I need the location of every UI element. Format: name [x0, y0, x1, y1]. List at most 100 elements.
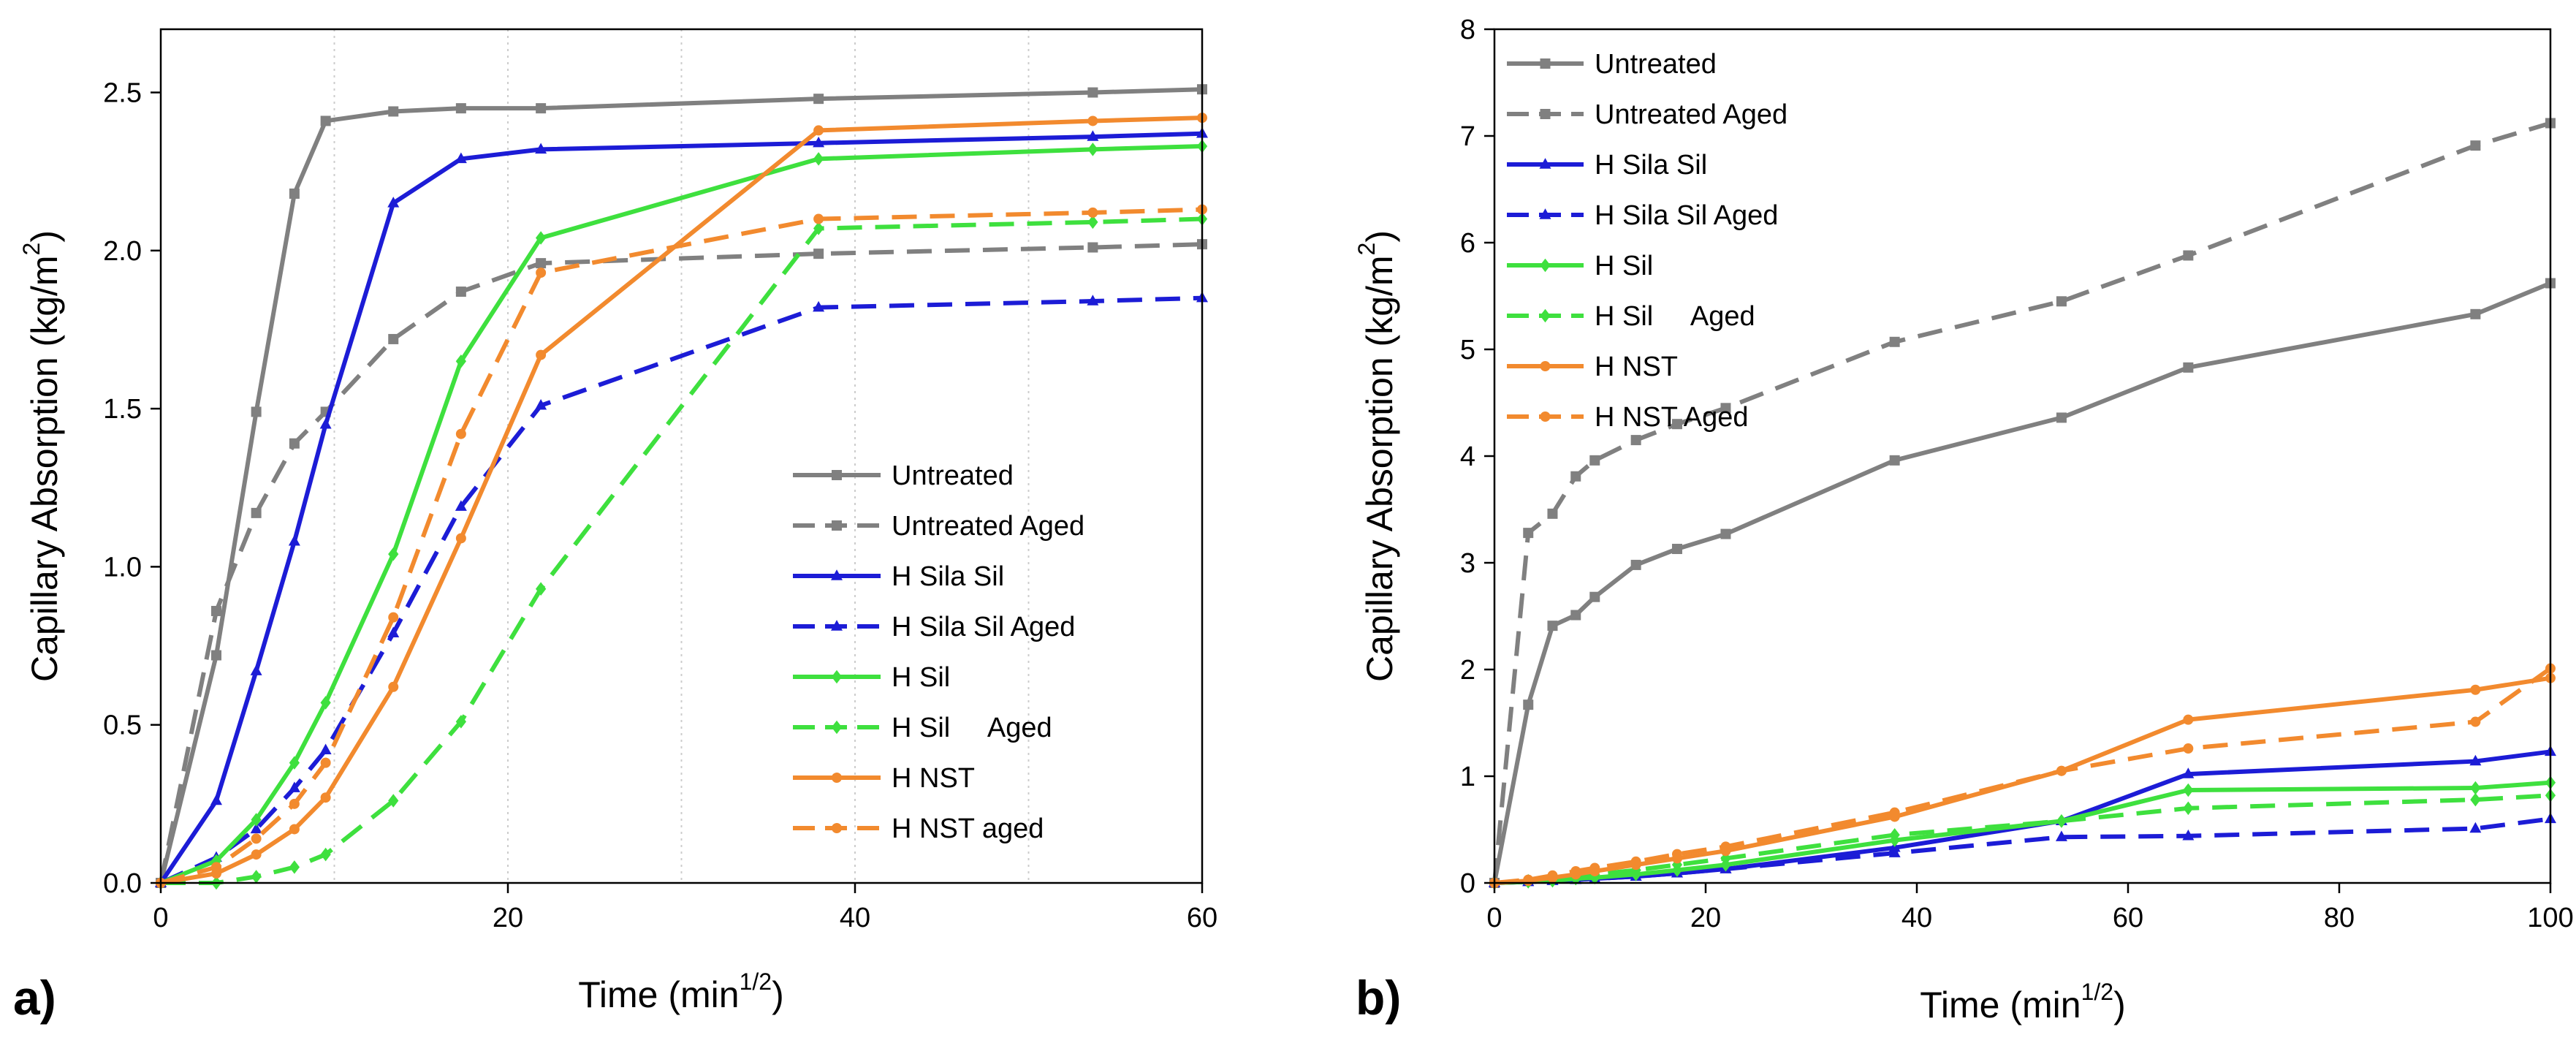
- panel-b-y-axis-label: Capillary Absorption (kg/m2): [1353, 230, 1400, 682]
- legend-marker: [1539, 208, 1551, 219]
- data-point: [211, 605, 221, 616]
- legend-label: H Sila Sil Aged: [1595, 200, 1778, 231]
- data-point: [1888, 846, 1901, 857]
- series-h-nst-aged: [156, 204, 1207, 888]
- x-tick-label: 40: [1901, 903, 1932, 933]
- data-point: [250, 664, 262, 675]
- series-line: [160, 207, 1203, 885]
- legend-label: Untreated: [892, 460, 1014, 491]
- legend-label: H NST: [892, 763, 975, 794]
- data-point: [211, 862, 221, 873]
- data-point: [1889, 828, 1900, 842]
- y-tick-label: 0.5: [103, 710, 142, 741]
- data-point: [251, 507, 262, 518]
- y-tick-label: 4: [1460, 441, 1475, 472]
- data-point: [1630, 559, 1641, 570]
- data-point: [1570, 471, 1581, 482]
- data-point: [1547, 621, 1558, 632]
- data-point: [536, 258, 547, 269]
- data-point: [1720, 841, 1731, 852]
- legend-label: H Sil: [1595, 251, 1653, 281]
- panel-a-label: a): [13, 971, 56, 1025]
- data-point: [1087, 215, 1098, 230]
- data-point: [210, 794, 222, 805]
- data-point: [1889, 807, 1900, 818]
- legend-marker: [832, 520, 842, 531]
- panel-a-plot-frame: [159, 28, 1204, 884]
- data-point: [251, 833, 262, 844]
- data-point: [455, 715, 467, 729]
- data-point: [455, 287, 466, 297]
- data-point: [813, 300, 825, 312]
- legend-marker: [1539, 158, 1551, 169]
- data-point: [2056, 765, 2067, 776]
- y-tick-label: 2.0: [103, 236, 142, 267]
- data-point: [813, 221, 824, 235]
- data-point: [289, 438, 300, 449]
- panel-a: 0 20 40 600.00.51.01.52.02.5 UntreatedUntre…: [13, 28, 1217, 1025]
- y-tick-label: 1.0: [103, 552, 142, 583]
- data-point: [1087, 207, 1098, 218]
- y-tick-label: 3: [1460, 548, 1475, 579]
- data-point: [289, 824, 300, 835]
- legend-marker: [831, 670, 843, 684]
- data-point: [455, 103, 466, 114]
- y-tick-label: 8: [1460, 15, 1475, 45]
- panel-a-x-axis-label: Time (min1/2): [578, 968, 784, 1015]
- data-point: [1630, 856, 1641, 867]
- data-point: [1671, 849, 1682, 860]
- data-point: [1720, 403, 1731, 414]
- x-tick-label: 20: [493, 903, 523, 933]
- data-point: [455, 428, 466, 439]
- legend-marker: [831, 569, 843, 580]
- data-point: [535, 398, 547, 410]
- data-point: [320, 115, 331, 126]
- data-point: [388, 333, 399, 344]
- legend-label: Untreated Aged: [892, 511, 1084, 542]
- panel-a-series: [155, 84, 1208, 890]
- data-point: [455, 533, 466, 544]
- data-point: [388, 681, 399, 692]
- data-point: [2470, 140, 2481, 151]
- series-untreated-aged: [1489, 118, 2556, 888]
- data-point: [1589, 591, 1600, 602]
- legend-label: H Sila Sil: [892, 561, 1004, 592]
- series-h-sila-sil: [155, 126, 1208, 887]
- x-tick-label: 20: [1690, 903, 1721, 933]
- data-point: [455, 500, 467, 511]
- data-point: [813, 125, 824, 136]
- data-point: [251, 849, 262, 860]
- data-point: [2470, 792, 2481, 807]
- data-point: [251, 406, 262, 417]
- data-point: [2469, 822, 2482, 833]
- data-point: [535, 143, 547, 154]
- data-point: [387, 626, 400, 637]
- legend-marker: [1540, 308, 1551, 323]
- legend-marker: [832, 773, 842, 783]
- y-tick-label: 2: [1460, 655, 1475, 686]
- y-tick-label: 1: [1460, 762, 1475, 792]
- data-point: [1547, 870, 1558, 881]
- data-point: [289, 798, 300, 809]
- data-point: [2183, 801, 2194, 816]
- legend-marker: [831, 620, 843, 631]
- data-point: [2056, 296, 2067, 307]
- data-point: [535, 231, 547, 245]
- legend-item-untreated-aged: Untreated Aged: [1507, 99, 1787, 130]
- data-point: [1087, 295, 1099, 306]
- data-point: [813, 136, 825, 148]
- data-point: [455, 152, 467, 164]
- legend-item-h-sila-sil-aged: H Sila Sil Aged: [793, 612, 1075, 642]
- legend-marker: [832, 470, 842, 480]
- data-point: [2056, 412, 2067, 423]
- legend-marker: [831, 720, 843, 735]
- data-point: [813, 152, 824, 166]
- data-point: [2183, 362, 2194, 373]
- data-point: [2055, 830, 2067, 841]
- legend-marker: [1540, 411, 1551, 422]
- data-point: [289, 860, 300, 874]
- series-line: [159, 242, 1203, 884]
- data-point: [535, 582, 547, 596]
- data-point: [388, 612, 399, 623]
- legend-label: Untreated Aged: [1595, 99, 1787, 130]
